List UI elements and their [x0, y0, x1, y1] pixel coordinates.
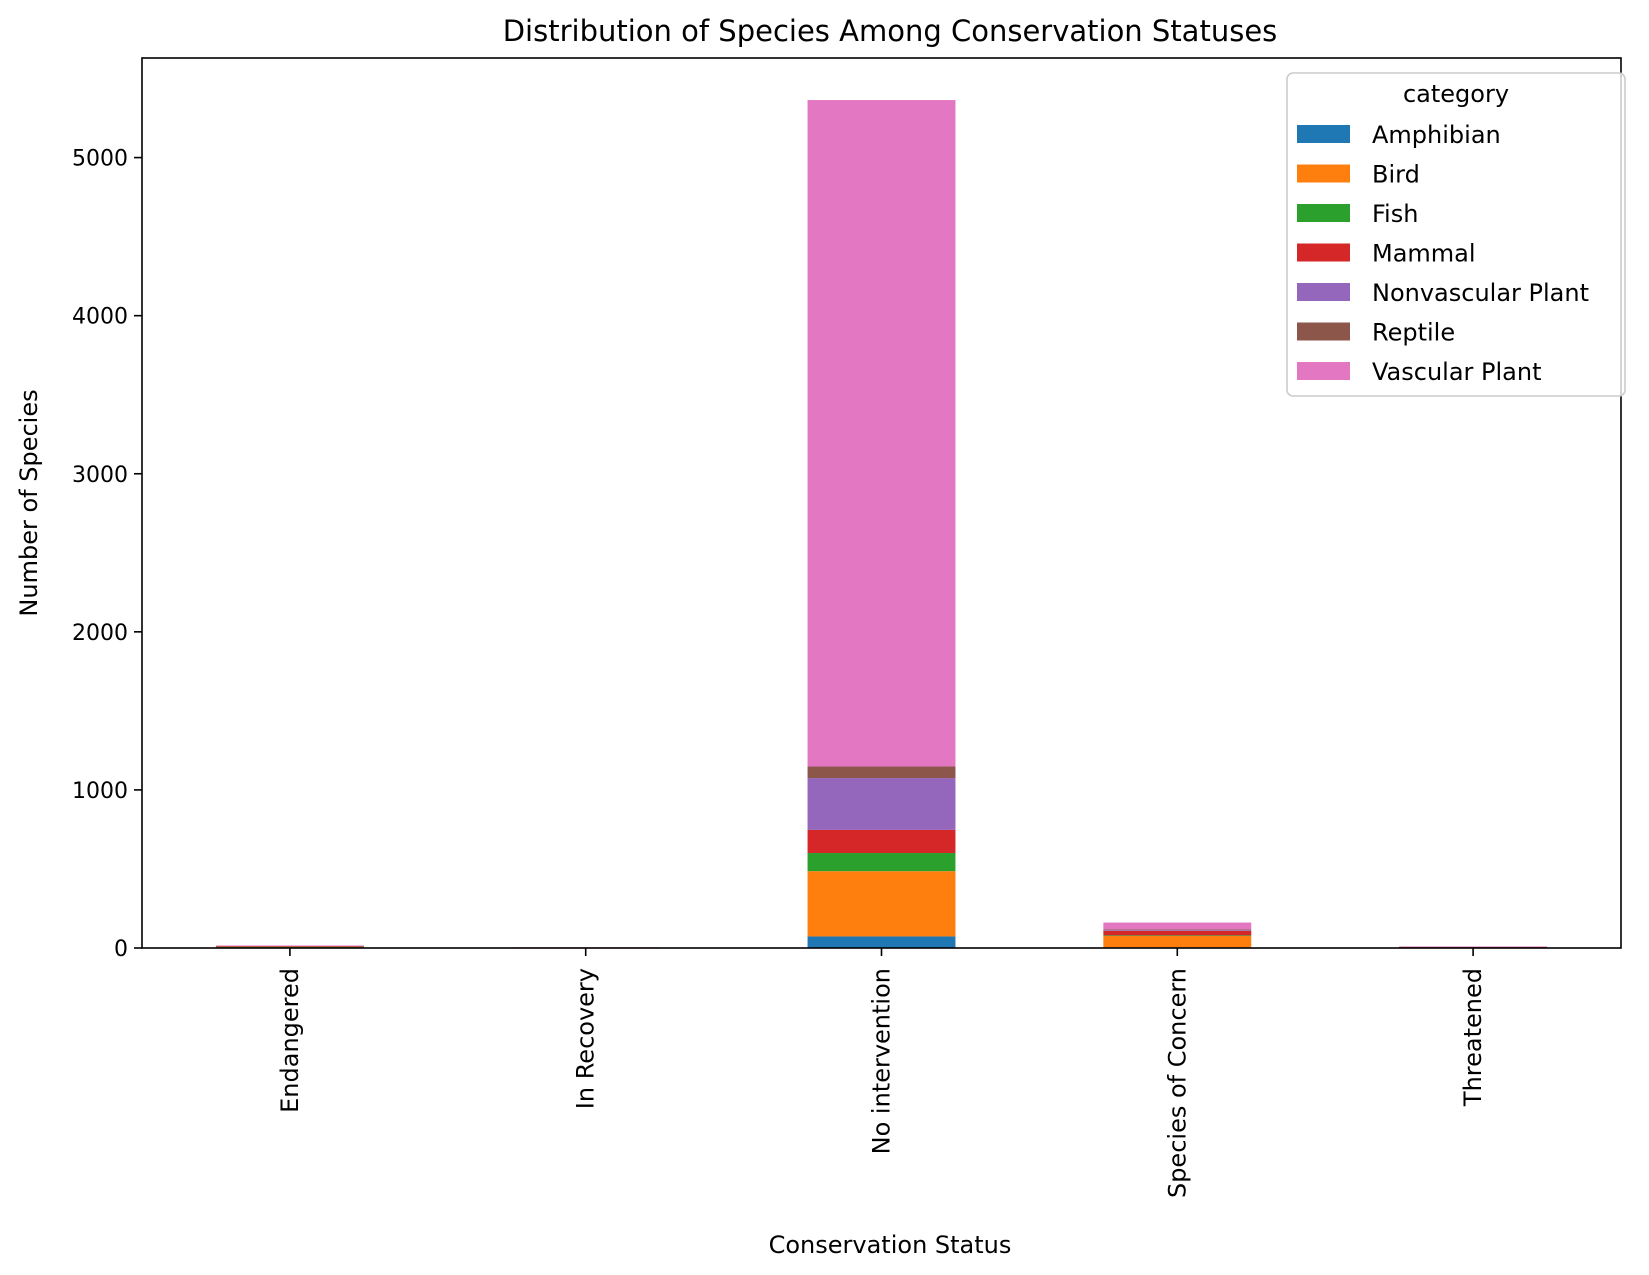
y-axis-label: Number of Species [15, 389, 43, 616]
bar-segment [807, 766, 956, 779]
bar-segment [1103, 930, 1252, 931]
x-tick-label: Species of Concern [1163, 968, 1191, 1198]
bar-segment [807, 100, 956, 767]
legend-label: Bird [1372, 161, 1420, 189]
legend-label: Mammal [1372, 240, 1476, 268]
y-tick-label: 0 [114, 937, 128, 962]
bar-segment [1103, 930, 1252, 936]
bar-segment [807, 829, 956, 853]
bar-segment [215, 945, 364, 947]
legend: category Amphibian Bird Fish Mammal Nonvascu… [1286, 72, 1626, 397]
y-tick-label: 4000 [72, 305, 128, 330]
bar-segment [1103, 929, 1252, 931]
plot-frame [141, 57, 1622, 949]
y-axis: 0 1000 2000 3000 4000 5000 [72, 147, 142, 962]
y-tick-label: 5000 [72, 147, 128, 172]
x-tick-label: Threatened [1459, 968, 1487, 1107]
y-tick-label: 1000 [72, 779, 128, 804]
x-axis-label: Conservation Status [769, 1231, 1012, 1259]
bar-segment [1399, 946, 1548, 948]
legend-label: Vascular Plant [1372, 358, 1542, 386]
bar-segment [807, 871, 956, 937]
bar-segment [1103, 922, 1252, 930]
legend-swatch [1297, 243, 1350, 262]
legend-label: Nonvascular Plant [1372, 279, 1589, 307]
bar-segment [1103, 935, 1252, 936]
x-tick-label: No intervention [868, 968, 896, 1154]
chart-title: Distribution of Species Among Conservati… [503, 14, 1278, 48]
y-tick-label: 2000 [72, 621, 128, 646]
bar-segment [1103, 935, 1252, 948]
y-tick-label: 3000 [72, 463, 128, 488]
x-axis: Endangered In Recovery No intervention Spec… [276, 948, 1487, 1198]
bar-segment [807, 852, 956, 872]
bar-segment [807, 778, 956, 830]
legend-swatch [1297, 283, 1350, 301]
legend-swatch [1297, 322, 1350, 341]
bar-layer [215, 100, 1548, 949]
x-tick-label: In Recovery [572, 968, 600, 1109]
bar-segment [215, 945, 364, 947]
legend-swatch [1297, 164, 1350, 183]
legend-label: Amphibian [1372, 121, 1501, 149]
x-tick-label: Endangered [276, 968, 304, 1113]
legend-swatch [1297, 362, 1350, 380]
legend-items: Amphibian Bird Fish Mammal Nonvascular Plant… [1297, 121, 1589, 386]
legend-label: Reptile [1372, 319, 1455, 347]
legend-title: category [1403, 80, 1509, 108]
bar-segment [215, 946, 364, 948]
bar-segment [807, 936, 956, 948]
legend-swatch [1297, 204, 1350, 222]
bar-segment [1399, 946, 1548, 948]
legend-frame [1286, 72, 1626, 397]
legend-label: Fish [1372, 200, 1418, 228]
legend-swatch [1297, 125, 1350, 143]
